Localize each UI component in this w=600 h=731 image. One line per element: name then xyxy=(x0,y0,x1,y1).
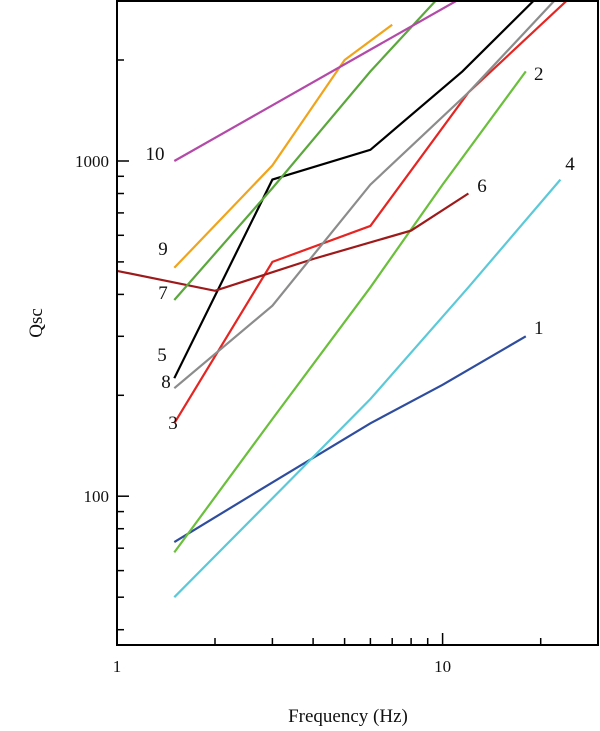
series-line-9 xyxy=(173,23,393,269)
series-line-7 xyxy=(173,1,437,301)
series-line-8 xyxy=(173,1,555,390)
axis-ticks xyxy=(116,0,599,645)
series-line-3 xyxy=(173,1,568,424)
series-line-5 xyxy=(173,1,535,379)
series-label-9: 9 xyxy=(158,239,168,260)
x-tick-label: 10 xyxy=(434,657,451,676)
x-tick-label: 1 xyxy=(113,657,122,676)
series-line-1 xyxy=(173,335,527,544)
y-tick-label: 100 xyxy=(84,487,110,506)
series-label-3: 3 xyxy=(168,413,178,434)
series-label-10: 10 xyxy=(146,144,165,165)
series-label-5: 5 xyxy=(157,345,167,366)
y-axis-label: Qsc xyxy=(26,308,47,338)
series-labels: 1 2 3 4 5 6 7 8 9 10 xyxy=(146,64,576,434)
series-line-2 xyxy=(173,70,527,554)
series-label-1: 1 xyxy=(534,318,544,339)
series-line-4 xyxy=(173,178,562,598)
series-line-10 xyxy=(173,1,457,162)
series-label-2: 2 xyxy=(534,64,544,85)
series-label-8: 8 xyxy=(161,372,171,393)
plot-frame xyxy=(116,0,599,646)
series-label-7: 7 xyxy=(158,283,168,304)
series-label-6: 6 xyxy=(477,176,487,197)
axis-tick-labels: 1 10 100 1000 xyxy=(75,152,451,676)
series-label-4: 4 xyxy=(565,154,575,175)
y-tick-label: 1000 xyxy=(75,152,109,171)
series-line-6 xyxy=(117,192,469,292)
x-axis-label: Frequency (Hz) xyxy=(288,706,408,727)
plot-lines xyxy=(117,1,568,598)
